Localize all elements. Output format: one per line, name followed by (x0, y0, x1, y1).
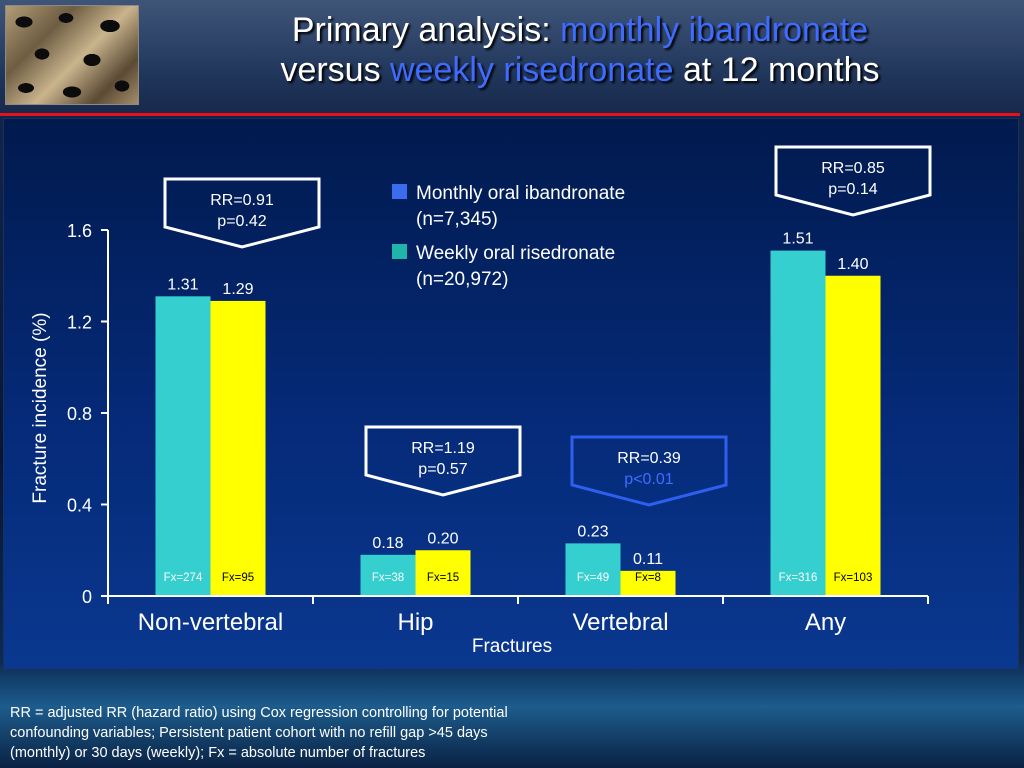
title-highlight-ibandronate: monthly ibandronate (560, 11, 869, 49)
slide-title: Primary analysis: monthly ibandronate ve… (150, 10, 1010, 90)
p-value-text: p<0.01 (624, 471, 673, 488)
bar-ibandronate (155, 296, 211, 596)
header-band (0, 0, 1024, 113)
legend-label: Weekly oral risedronate (416, 243, 615, 264)
y-tick-label: 0 (82, 587, 92, 607)
legend-swatch (392, 244, 407, 259)
bar-value-label: 1.31 (167, 276, 198, 293)
title-divider (0, 113, 1020, 116)
title-line-2: versus weekly risedronate at 12 months (150, 50, 1010, 90)
fx-count-label: Fx=103 (834, 572, 873, 584)
title-text-3: versus (280, 51, 391, 89)
footnote-line: RR = adjusted RR (hazard ratio) using Co… (10, 705, 508, 721)
y-tick-label: 1.6 (67, 221, 92, 241)
rr-value-text: RR=1.19 (411, 440, 475, 457)
rr-callout-box (570, 435, 728, 507)
bar-value-label: 0.11 (633, 551, 663, 568)
y-tick-label: 1.2 (67, 313, 92, 333)
footnote-line: confounding variables; Persistent patien… (10, 725, 488, 741)
fx-count-label: Fx=95 (222, 572, 254, 584)
fx-count-label: Fx=49 (577, 572, 609, 584)
title-text-1: Primary analysis: (291, 11, 561, 49)
fx-count-label: Fx=38 (372, 572, 404, 584)
footnote-line: (monthly) or 30 days (weekly); Fx = abso… (10, 745, 426, 761)
bar-ibandronate (565, 543, 621, 596)
rr-callout-box (364, 425, 522, 497)
x-tick-label: Non-vertebral (138, 609, 283, 636)
x-tick-label: Hip (397, 609, 433, 636)
title-line-1: Primary analysis: monthly ibandronate (150, 10, 1010, 50)
bar-value-label: 1.51 (782, 231, 813, 248)
x-axis-title: Fractures (472, 636, 552, 657)
bar-ibandronate (770, 250, 826, 596)
rr-value-text: RR=0.91 (210, 192, 274, 209)
footnote: RR = adjusted RR (hazard ratio) using Co… (10, 703, 610, 763)
legend-sample-size: (n=20,972) (416, 269, 508, 290)
bar-ibandronate (360, 554, 416, 596)
bar-risedronate (825, 275, 881, 596)
legend-swatch (392, 184, 407, 199)
bar-risedronate (415, 550, 471, 596)
p-value-text: p=0.57 (418, 461, 467, 478)
legend-label: Monthly oral ibandronate (416, 183, 625, 204)
rr-value-text: RR=0.39 (617, 450, 681, 467)
bar-risedronate (620, 570, 676, 596)
x-tick-label: Vertebral (572, 609, 668, 636)
fx-count-label: Fx=15 (427, 572, 459, 584)
fx-count-label: Fx=274 (164, 572, 203, 584)
bar-value-label: 1.40 (837, 256, 868, 273)
rr-callout-box (774, 145, 932, 217)
legend-sample-size: (n=7,345) (416, 209, 498, 230)
p-value-text: p=0.14 (828, 181, 877, 198)
y-axis-title: Fracture incidence (%) (30, 312, 51, 503)
fx-count-label: Fx=316 (779, 572, 818, 584)
rr-callout-box (163, 177, 321, 249)
bar-value-label: 1.29 (222, 281, 253, 298)
p-value-text: p=0.42 (217, 213, 266, 230)
rr-value-text: RR=0.85 (821, 160, 885, 177)
y-tick-label: 0.4 (67, 496, 92, 516)
title-highlight-risedronate: weekly risedronate (390, 51, 674, 89)
bar-value-label: 0.18 (372, 535, 403, 552)
bone-texture-logo (5, 5, 139, 105)
bar-value-label: 0.20 (427, 530, 458, 547)
fx-count-label: Fx=8 (635, 572, 661, 584)
x-tick-label: Any (805, 609, 846, 636)
bar-value-label: 0.23 (577, 523, 608, 540)
bar-risedronate (210, 300, 266, 596)
y-tick-label: 0.8 (67, 404, 92, 424)
title-text-5: at 12 months (673, 51, 880, 89)
